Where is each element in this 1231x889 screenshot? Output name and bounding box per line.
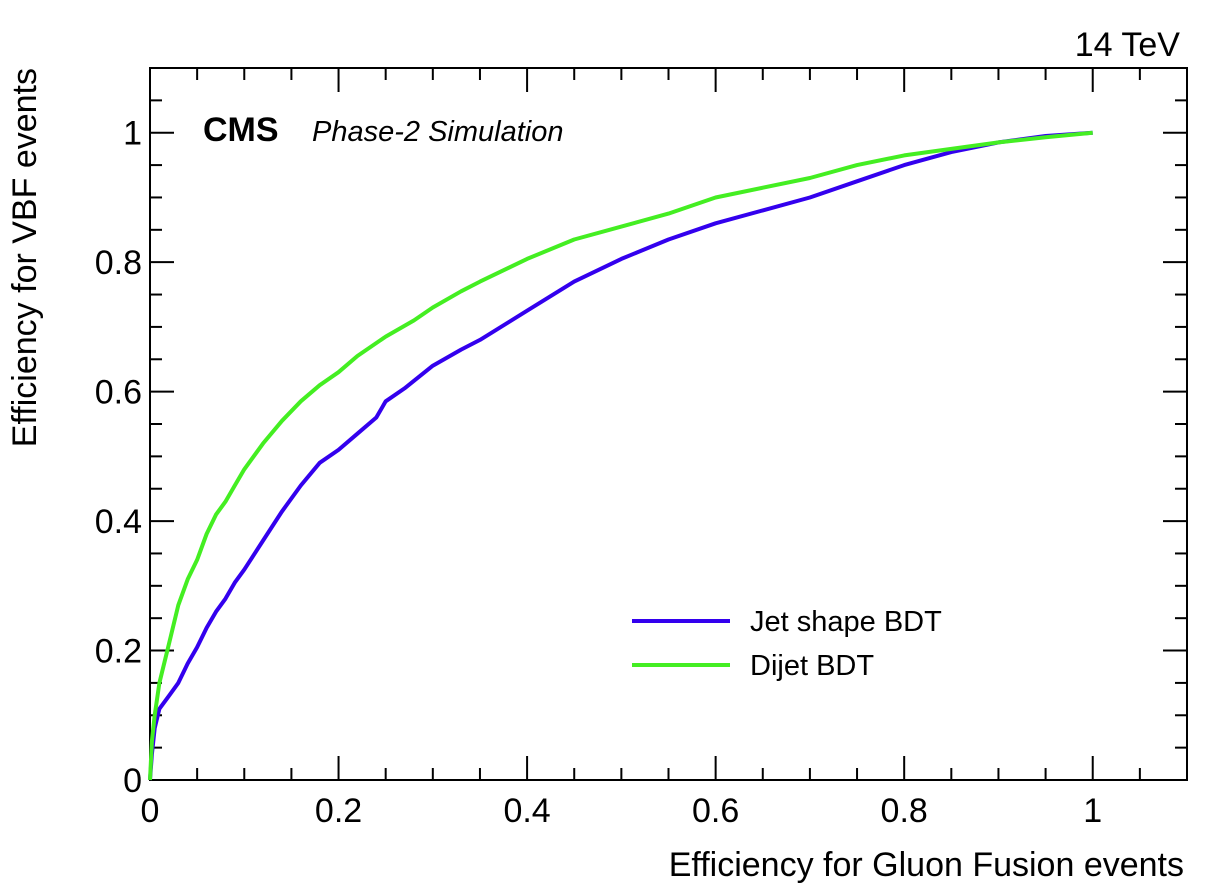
legend-label-jet-shape: Jet shape BDT xyxy=(750,606,942,638)
energy-label: 14 TeV xyxy=(1075,26,1181,64)
x-tick-label: 0.6 xyxy=(692,792,739,830)
legend-label-dijet: Dijet BDT xyxy=(750,650,874,682)
series-line-jet-shape xyxy=(148,130,1093,781)
x-tick-label: 0.4 xyxy=(503,792,550,830)
axis-tick-labels: 0 0.2 0.4 0.6 0.8 1 0 0.2 0.4 0.6 0.8 1 xyxy=(95,115,1102,830)
x-tick-label: 1 xyxy=(1083,792,1102,830)
y-tick-label: 1 xyxy=(123,115,142,153)
x-tick-label: 0.2 xyxy=(315,792,362,830)
experiment-label: CMS xyxy=(203,111,279,149)
plot-frame xyxy=(149,67,1188,781)
y-tick-label: 0 xyxy=(123,762,142,800)
y-tick-label: 0.8 xyxy=(95,244,142,282)
series-lines xyxy=(148,130,1093,781)
y-tick-label: 0.6 xyxy=(95,374,142,412)
axis-ticks xyxy=(149,67,1188,781)
x-axis-title: Efficiency for Gluon Fusion events xyxy=(669,846,1184,884)
y-tick-label: 0.4 xyxy=(95,503,142,541)
y-tick-label: 0.2 xyxy=(95,633,142,671)
x-tick-label: 0 xyxy=(141,792,160,830)
legend: Jet shape BDT Dijet BDT xyxy=(632,606,942,682)
series-line-dijet xyxy=(148,130,1093,781)
experiment-sublabel: Phase-2 Simulation xyxy=(312,116,563,148)
x-tick-label: 0.8 xyxy=(881,792,928,830)
y-axis-title: Efficiency for VBF events xyxy=(6,68,44,447)
